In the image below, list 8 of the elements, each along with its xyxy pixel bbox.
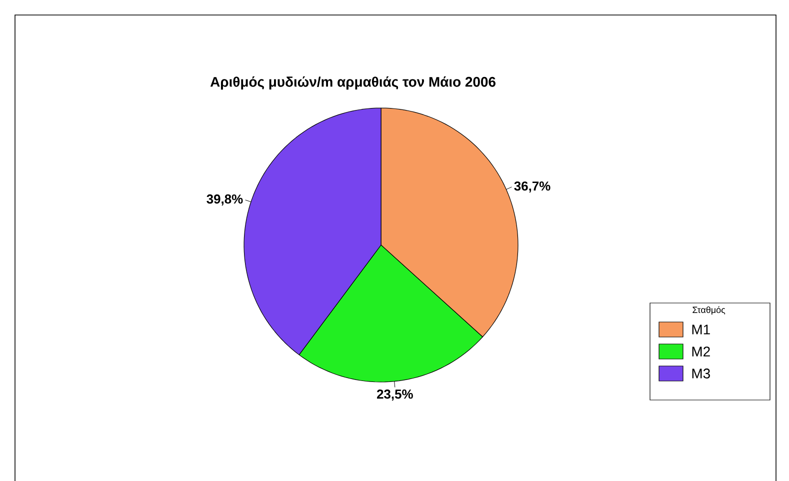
legend-title: Σταθμός bbox=[692, 306, 726, 314]
data-label: 23,5% bbox=[377, 389, 413, 400]
legend-label: M2 bbox=[692, 346, 710, 356]
data-label: 36,7% bbox=[514, 181, 550, 192]
data-label: 39,8% bbox=[206, 194, 243, 206]
legend-label: M3 bbox=[692, 368, 710, 378]
legend-label: M1 bbox=[692, 324, 710, 334]
chart-title: Αριθμός μυδιών/m αρμαθιάς τον Μάιο 2006 bbox=[210, 76, 496, 90]
